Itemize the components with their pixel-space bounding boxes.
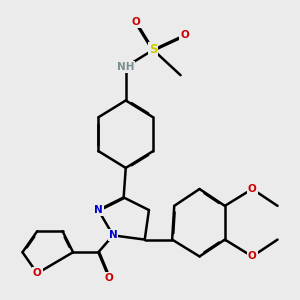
Text: S: S [149, 44, 158, 56]
Text: O: O [248, 184, 256, 194]
Text: O: O [180, 30, 189, 40]
Text: NH: NH [117, 62, 134, 72]
Text: O: O [132, 17, 141, 28]
Text: N: N [109, 230, 118, 240]
Text: O: O [33, 268, 42, 278]
Text: O: O [104, 272, 113, 283]
Text: N: N [94, 205, 103, 215]
Text: O: O [248, 251, 256, 262]
